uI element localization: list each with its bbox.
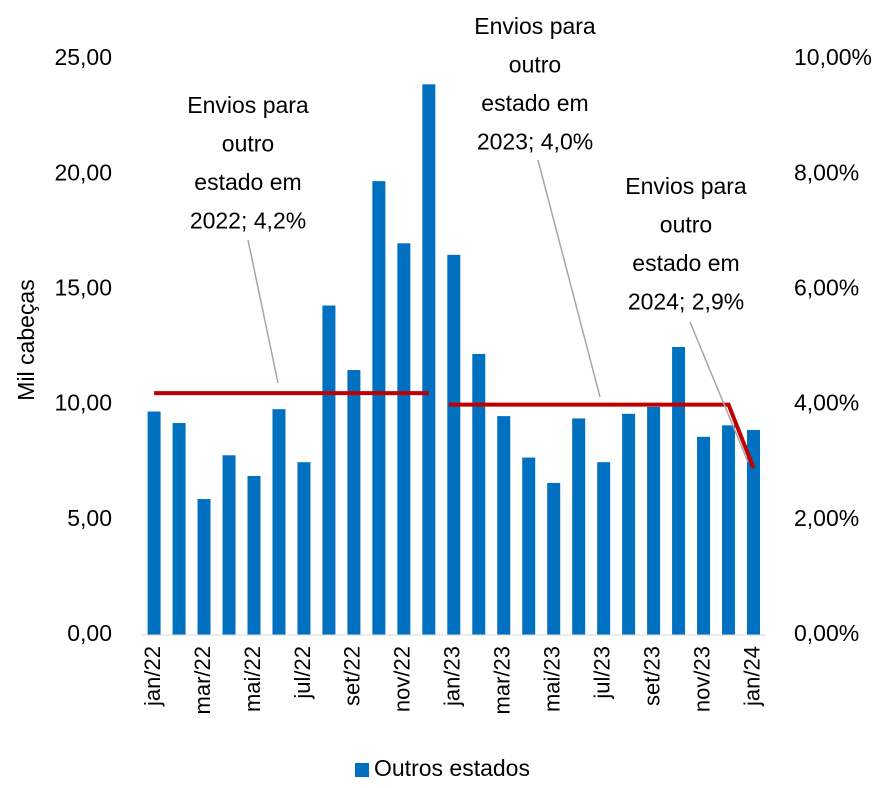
x-tick-label: mai/22 [240, 646, 265, 712]
y2-tick-label: 4,00% [794, 390, 859, 416]
bar [622, 413, 636, 635]
annotation: 2024; 2,9% [628, 289, 744, 315]
annotation: outro [660, 212, 712, 238]
bar [322, 305, 336, 635]
annotation: estado em [632, 250, 739, 276]
annotation: Envios para [474, 13, 596, 39]
bar [297, 462, 311, 635]
bar [472, 353, 486, 635]
bar [672, 347, 686, 635]
bar [397, 243, 411, 635]
x-tick-label: jan/24 [739, 646, 764, 707]
x-tick-label: jul/23 [589, 646, 614, 700]
annotation-leader [689, 321, 749, 463]
bar [372, 181, 386, 635]
bar [147, 411, 161, 635]
annotation: 2022; 4,2% [190, 208, 306, 234]
annotation: estado em [481, 90, 588, 116]
bar [222, 455, 236, 635]
x-tick-label: nov/23 [689, 646, 714, 712]
legend-swatch [355, 763, 369, 777]
bar [197, 499, 211, 635]
x-tick-label: mar/22 [190, 646, 215, 714]
line [448, 402, 756, 469]
x-tick-label: set/23 [639, 646, 664, 706]
y-tick-label: 5,00 [67, 505, 112, 531]
bar [172, 423, 186, 635]
y2-tick-label: 8,00% [794, 159, 859, 185]
bar [247, 476, 261, 635]
y2-tick-label: 6,00% [794, 274, 859, 300]
bar [722, 425, 736, 635]
x-tick-label: nov/22 [390, 646, 415, 712]
y-tick-label: 0,00 [67, 620, 112, 646]
bar [347, 370, 361, 635]
x-tick-label: jan/22 [140, 646, 165, 707]
x-tick-label: jan/23 [440, 646, 465, 707]
bar [572, 418, 586, 635]
bar [697, 436, 711, 635]
bar [497, 416, 511, 635]
y-tick-label: 10,00 [54, 390, 112, 416]
x-tick-label: set/22 [340, 646, 365, 706]
annotation-leader [537, 159, 601, 398]
bar [522, 457, 536, 635]
y2-tick-label: 0,00% [794, 620, 859, 646]
bar [647, 406, 661, 635]
x-tick-label: mai/23 [540, 646, 565, 712]
bar [597, 462, 611, 635]
annotation-leader [247, 239, 279, 384]
y-tick-label: 15,00 [54, 274, 112, 300]
annotation: Envios para [625, 173, 747, 199]
bar [447, 254, 461, 635]
annotation: Envios para [187, 92, 309, 118]
y-tick-label: 20,00 [54, 159, 112, 185]
annotation: outro [509, 52, 561, 78]
bar [422, 84, 436, 636]
legend-label: Outros estados [374, 755, 530, 781]
bar [747, 429, 761, 635]
bar [547, 482, 561, 635]
y-axis-label: Mil cabeças [13, 279, 39, 400]
y2-tick-label: 10,00% [794, 44, 872, 70]
annotation: estado em [194, 169, 301, 195]
y-tick-label: 25,00 [54, 44, 112, 70]
bar [272, 409, 286, 635]
annotation: outro [222, 131, 274, 157]
x-tick-label: mar/23 [490, 646, 515, 714]
annotation: 2023; 4,0% [477, 129, 593, 155]
y2-tick-label: 2,00% [794, 505, 859, 531]
x-tick-label: jul/22 [290, 646, 315, 700]
